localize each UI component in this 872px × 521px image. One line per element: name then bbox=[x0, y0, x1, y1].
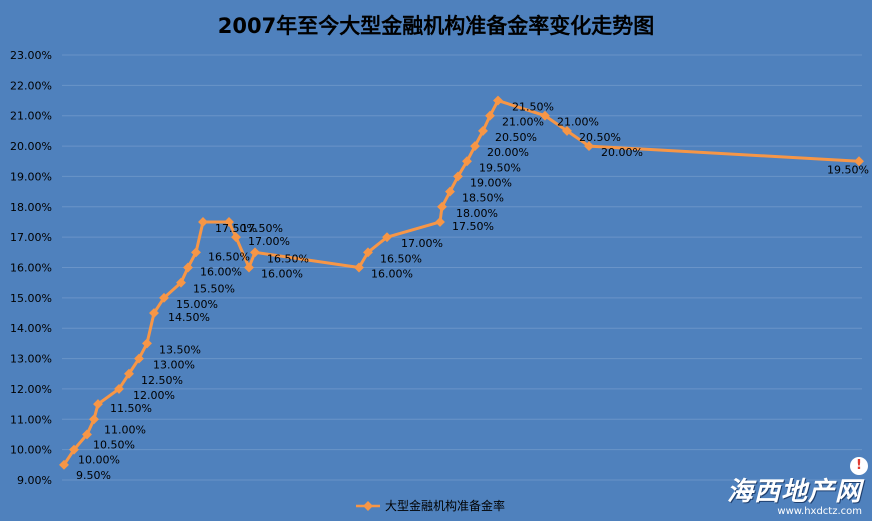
y-tick-label: 12.00% bbox=[10, 383, 52, 396]
data-point bbox=[470, 141, 480, 152]
data-point bbox=[435, 217, 445, 227]
data-label: 18.50% bbox=[462, 192, 504, 205]
data-point bbox=[183, 262, 193, 273]
data-label: 17.50% bbox=[241, 222, 283, 235]
y-tick-label: 17.00% bbox=[10, 231, 52, 244]
data-point bbox=[224, 217, 234, 227]
data-label: 21.00% bbox=[502, 116, 544, 129]
data-point bbox=[231, 232, 241, 243]
data-label: 17.50% bbox=[215, 222, 257, 235]
y-tick-label: 21.00% bbox=[10, 110, 52, 123]
data-label: 16.00% bbox=[371, 268, 413, 281]
data-label: 12.00% bbox=[133, 389, 175, 402]
data-label: 16.00% bbox=[261, 268, 303, 281]
y-tick-label: 18.00% bbox=[10, 201, 52, 214]
gridlines bbox=[62, 54, 862, 481]
data-point bbox=[134, 353, 144, 364]
watermark-url: www.hxdctz.com bbox=[777, 506, 862, 517]
data-label: 20.50% bbox=[495, 131, 537, 144]
watermark: 海西地产网 ! www.hxdctz.com bbox=[726, 457, 868, 517]
data-labels: 9.50% 10.00% 10.50% 11.00% 11.50%12.00% 12.50… bbox=[76, 101, 869, 482]
data-label: 21.00% bbox=[557, 116, 599, 129]
data-label: 19.50% bbox=[479, 161, 521, 174]
data-label: 10.50% bbox=[93, 438, 135, 451]
series-points bbox=[59, 95, 864, 470]
y-tick-label: 15.00% bbox=[10, 292, 52, 305]
y-axis: 9.00% 10.00% 11.00% 12.00% 13.00% 14.00% 15.00… bbox=[10, 49, 52, 487]
legend-label: 大型金融机构准备金率 bbox=[385, 498, 505, 513]
y-tick-label: 23.00% bbox=[10, 49, 52, 62]
y-tick-label: 22.00% bbox=[10, 79, 52, 92]
data-label: 16.50% bbox=[208, 250, 250, 263]
data-label: 15.00% bbox=[176, 298, 218, 311]
y-tick-label: 19.00% bbox=[10, 170, 52, 183]
data-label: 15.50% bbox=[193, 283, 235, 296]
data-point bbox=[354, 262, 364, 273]
data-point bbox=[382, 232, 392, 243]
y-tick-label: 20.00% bbox=[10, 140, 52, 153]
data-point bbox=[562, 125, 572, 136]
data-point bbox=[250, 247, 260, 258]
data-label: 13.50% bbox=[159, 343, 201, 356]
data-point bbox=[445, 186, 455, 197]
data-label: 16.00% bbox=[200, 266, 242, 279]
legend: 大型金融机构准备金率 bbox=[356, 498, 505, 513]
data-point bbox=[453, 171, 463, 182]
data-point bbox=[363, 247, 373, 258]
data-label: 14.50% bbox=[168, 311, 210, 324]
chart-title: 2007年至今大型金融机构准备金率变化走势图 bbox=[217, 14, 655, 38]
y-tick-label: 11.00% bbox=[10, 413, 52, 426]
data-label: 16.50% bbox=[380, 252, 422, 265]
y-tick-label: 13.00% bbox=[10, 353, 52, 366]
data-label: 16.50% bbox=[267, 252, 309, 265]
data-label: 13.00% bbox=[153, 359, 195, 372]
data-point bbox=[176, 277, 186, 288]
data-label: 17.00% bbox=[401, 237, 443, 250]
data-point bbox=[198, 217, 208, 227]
data-point bbox=[149, 308, 159, 318]
data-point bbox=[244, 262, 254, 273]
data-label: 20.00% bbox=[487, 146, 529, 159]
data-point bbox=[191, 247, 201, 258]
y-tick-label: 16.00% bbox=[10, 262, 52, 275]
data-label: 18.00% bbox=[456, 207, 498, 220]
data-label: 19.50% bbox=[827, 163, 869, 176]
data-label: 12.50% bbox=[141, 374, 183, 387]
data-point bbox=[854, 156, 864, 167]
y-tick-label: 14.00% bbox=[10, 322, 52, 335]
data-point bbox=[584, 141, 594, 152]
data-label: 20.00% bbox=[601, 146, 643, 159]
data-point bbox=[159, 292, 169, 303]
data-point bbox=[142, 338, 152, 349]
data-point bbox=[540, 110, 550, 121]
y-tick-label: 10.00% bbox=[10, 444, 52, 457]
data-label: 20.50% bbox=[579, 131, 621, 144]
data-point bbox=[462, 156, 472, 167]
legend-marker bbox=[363, 501, 373, 511]
data-label: 10.00% bbox=[78, 454, 120, 467]
data-label: 21.50% bbox=[512, 101, 554, 114]
data-label: 19.00% bbox=[470, 176, 512, 189]
data-label: 17.50% bbox=[452, 220, 494, 233]
speech-bubble-icon: ! bbox=[850, 457, 868, 475]
data-label: 11.00% bbox=[104, 423, 146, 436]
watermark-logo: 海西地产网 bbox=[726, 477, 862, 507]
data-point bbox=[89, 414, 99, 425]
data-label: 17.00% bbox=[248, 235, 290, 248]
data-label: 9.50% bbox=[76, 469, 111, 482]
y-tick-label: 9.00% bbox=[17, 474, 52, 487]
data-point bbox=[437, 201, 447, 212]
data-label: 11.50% bbox=[110, 402, 152, 415]
